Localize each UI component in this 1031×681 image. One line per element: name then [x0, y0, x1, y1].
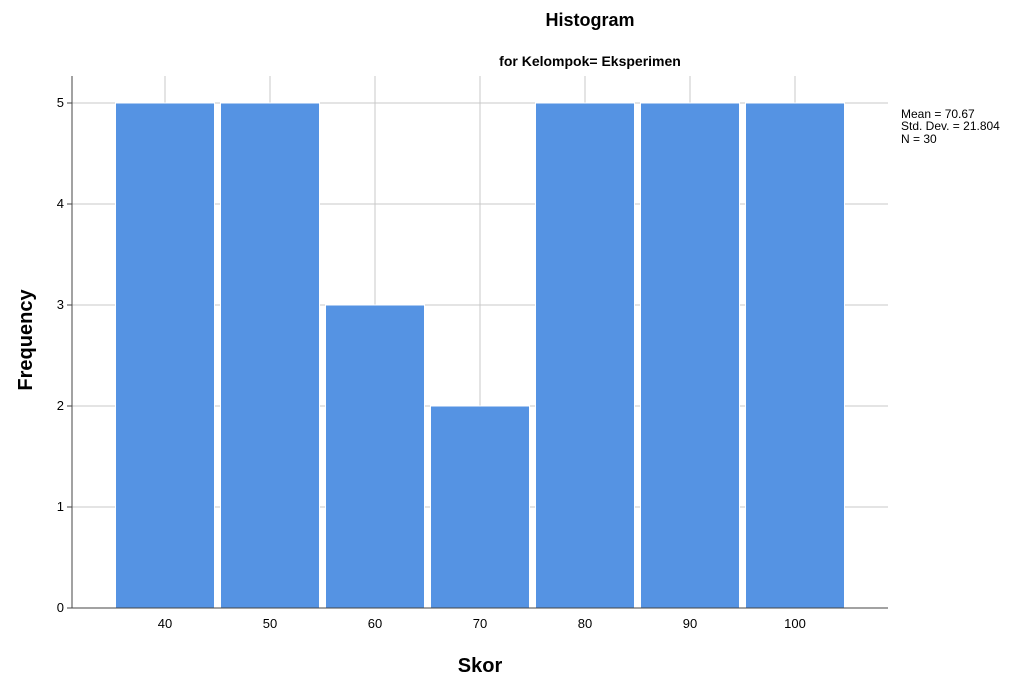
x-tick-label: 70 [473, 616, 487, 631]
x-tick-label: 100 [784, 616, 806, 631]
x-tick-label: 60 [368, 616, 382, 631]
y-axis-label: Frequency [15, 289, 37, 391]
y-tick-label: 2 [57, 398, 64, 413]
x-axis-label: Skor [458, 655, 503, 677]
histogram-bar [745, 102, 845, 609]
stat-std-dev: Std. Dev. = 21.804 [901, 119, 1000, 133]
stat-n: N = 30 [901, 132, 937, 146]
y-tick-label: 5 [57, 95, 64, 110]
y-tick-labels: 0 1 2 3 4 5 [57, 95, 64, 615]
histogram-bar [325, 304, 425, 609]
x-tick-label: 40 [158, 616, 172, 631]
stat-mean: Mean = 70.67 [901, 107, 975, 121]
y-tick-label: 4 [57, 196, 64, 211]
chart-subtitle: for Kelompok= Eksperimen [499, 53, 681, 69]
x-tick-label: 80 [578, 616, 592, 631]
x-tick-label: 50 [263, 616, 277, 631]
histogram-bar [220, 102, 320, 609]
histogram-bar [430, 405, 530, 609]
y-tick-label: 0 [57, 600, 64, 615]
y-tick-label: 3 [57, 297, 64, 312]
x-tick-label: 90 [683, 616, 697, 631]
y-tick-label: 1 [57, 499, 64, 514]
axes [67, 76, 888, 609]
chart-title: Histogram [545, 10, 634, 30]
x-tick-labels: 40 50 60 70 80 90 100 [158, 616, 806, 631]
histogram-bar [640, 102, 740, 609]
histogram-bar [115, 102, 215, 609]
stats-block: Mean = 70.67 Std. Dev. = 21.804 N = 30 [901, 107, 1000, 146]
histogram-bar [535, 102, 635, 609]
bars [115, 102, 845, 609]
